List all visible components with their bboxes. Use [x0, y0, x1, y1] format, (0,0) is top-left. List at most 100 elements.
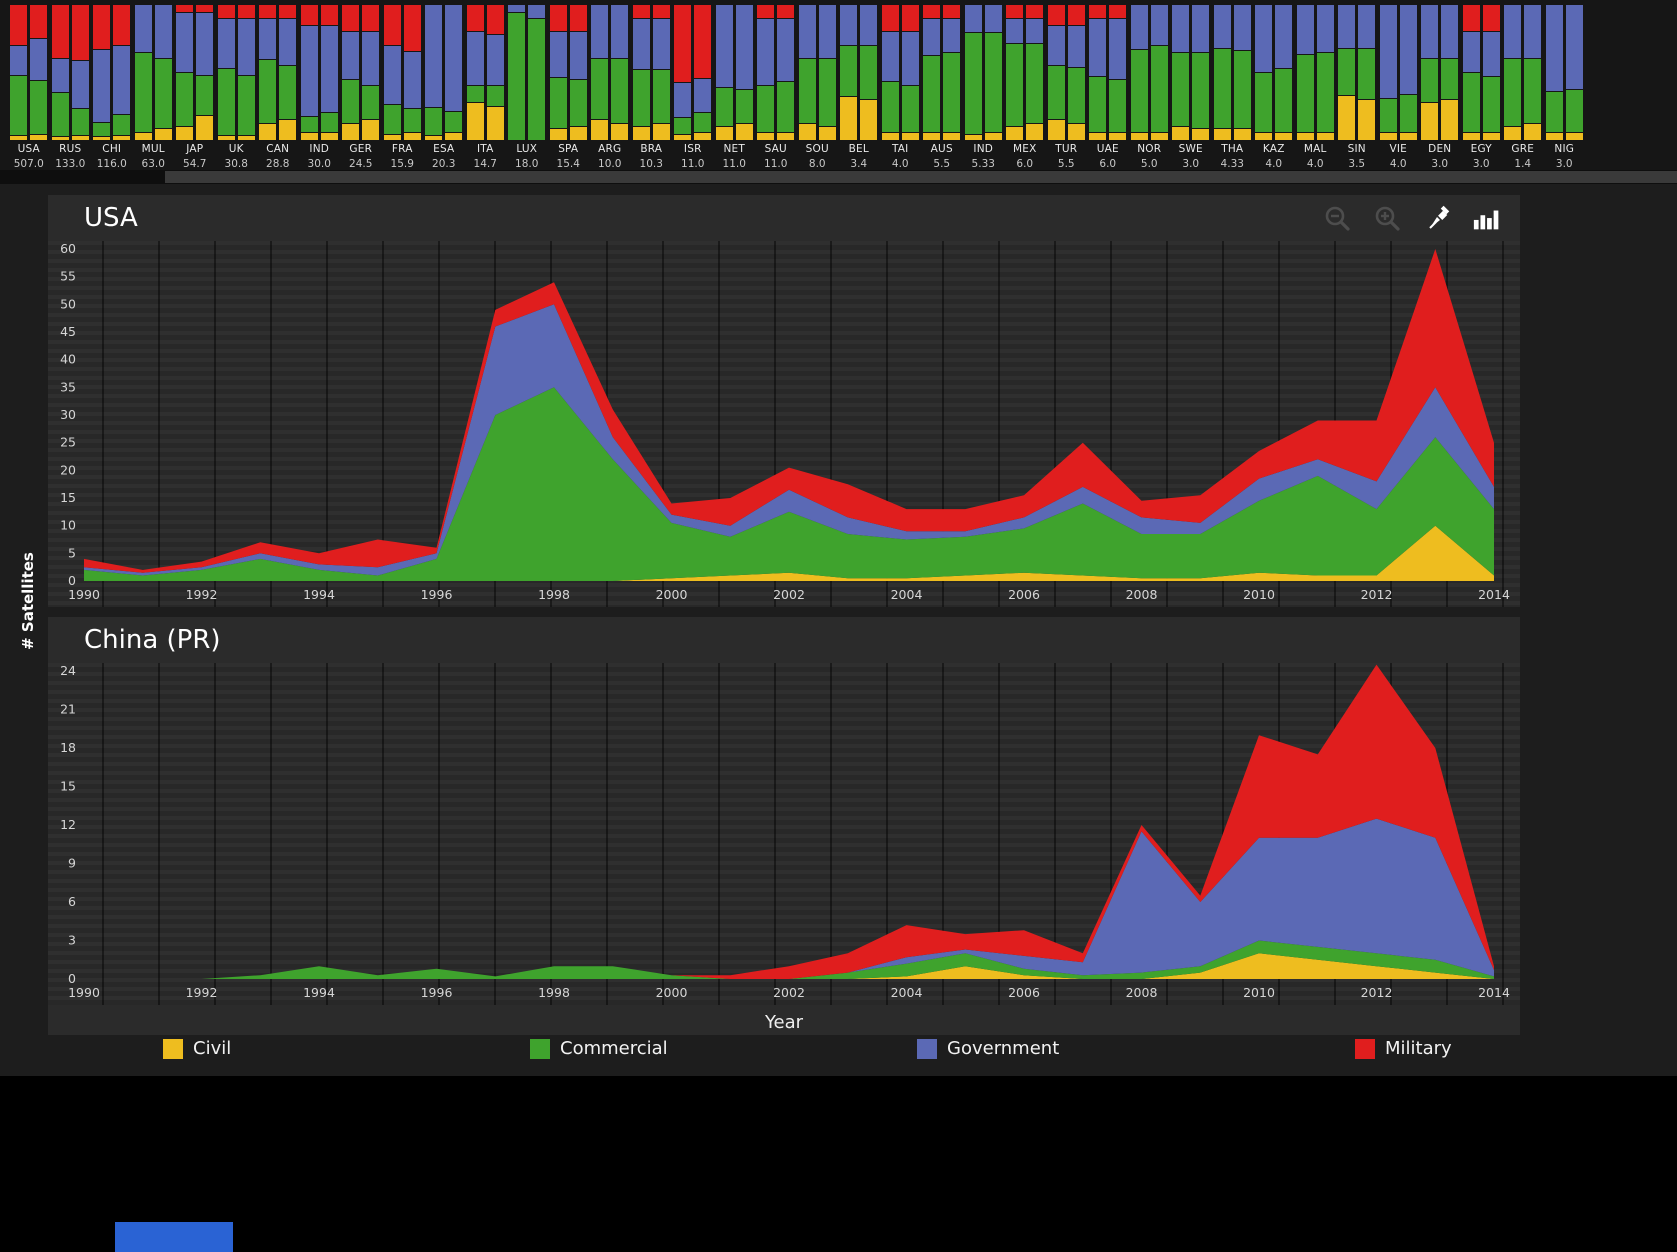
- country-stacked-bar[interactable]: [1316, 5, 1334, 141]
- country-column[interactable]: IND 5.33: [963, 0, 1005, 170]
- country-column[interactable]: ITA 14.7: [465, 0, 507, 170]
- country-stacked-bar[interactable]: [1255, 5, 1273, 141]
- country-column[interactable]: BEL 3.4: [838, 0, 880, 170]
- country-stacked-bar[interactable]: [1067, 5, 1085, 141]
- country-stacked-bar[interactable]: [1338, 5, 1356, 141]
- country-stacked-bar[interactable]: [217, 5, 235, 141]
- country-column[interactable]: IND 30.0: [299, 0, 341, 170]
- country-stacked-bar[interactable]: [362, 5, 380, 141]
- country-column[interactable]: AUS 5.5: [921, 0, 963, 170]
- country-column[interactable]: VIE 4.0: [1378, 0, 1420, 170]
- country-column[interactable]: MEX 6.0: [1004, 0, 1046, 170]
- zoom-out-icon[interactable]: [1322, 203, 1354, 235]
- country-column[interactable]: TUR 5.5: [1046, 0, 1088, 170]
- country-stacked-bar[interactable]: [445, 5, 463, 141]
- country-column[interactable]: GRE 1.4: [1502, 0, 1544, 170]
- country-stacked-bar[interactable]: [1358, 5, 1376, 141]
- country-stacked-bar[interactable]: [1399, 5, 1417, 141]
- country-stacked-bar[interactable]: [1172, 5, 1190, 141]
- country-stacked-bar[interactable]: [1296, 5, 1314, 141]
- country-stacked-bar[interactable]: [1047, 5, 1065, 141]
- country-stacked-bar[interactable]: [694, 5, 712, 141]
- country-stacked-bar[interactable]: [1213, 5, 1231, 141]
- country-column[interactable]: SAU 11.0: [755, 0, 797, 170]
- top-strip-scrollbar[interactable]: [0, 170, 1677, 184]
- country-stacked-bar[interactable]: [1545, 5, 1563, 141]
- legend-item-government[interactable]: Government: [917, 1038, 1059, 1059]
- country-stacked-bar[interactable]: [259, 5, 277, 141]
- country-stacked-bar[interactable]: [196, 5, 214, 141]
- country-stacked-bar[interactable]: [425, 5, 443, 141]
- country-column[interactable]: CAN 28.8: [257, 0, 299, 170]
- country-stacked-bar[interactable]: [840, 5, 858, 141]
- country-stacked-bar[interactable]: [923, 5, 941, 141]
- country-column[interactable]: EGY 3.0: [1461, 0, 1503, 170]
- country-stacked-bar[interactable]: [1275, 5, 1293, 141]
- country-stacked-bar[interactable]: [279, 5, 297, 141]
- country-stacked-bar[interactable]: [1462, 5, 1480, 141]
- legend-item-commercial[interactable]: Commercial: [530, 1038, 668, 1059]
- country-stacked-bar[interactable]: [154, 5, 172, 141]
- country-column[interactable]: TAI 4.0: [880, 0, 922, 170]
- country-column[interactable]: SPA 15.4: [548, 0, 590, 170]
- country-stacked-bar[interactable]: [1150, 5, 1168, 141]
- country-stacked-bar[interactable]: [1441, 5, 1459, 141]
- country-stacked-bar[interactable]: [715, 5, 733, 141]
- country-stacked-bar[interactable]: [1504, 5, 1522, 141]
- country-stacked-bar[interactable]: [943, 5, 961, 141]
- country-stacked-bar[interactable]: [1130, 5, 1148, 141]
- country-stacked-bar[interactable]: [674, 5, 692, 141]
- bar-chart-icon[interactable]: [1472, 203, 1504, 235]
- country-column[interactable]: SIN 3.5: [1336, 0, 1378, 170]
- country-stacked-bar[interactable]: [403, 5, 421, 141]
- country-column[interactable]: UAE 6.0: [1087, 0, 1129, 170]
- china-plot[interactable]: 0 3 6 9 12 15 18 21 24 1990 1992 1994 1996 1998 2000 20…: [48, 663, 1520, 1005]
- country-stacked-bar[interactable]: [466, 5, 484, 141]
- country-column[interactable]: NET 11.0: [714, 0, 756, 170]
- country-column[interactable]: LUX 18.0: [506, 0, 548, 170]
- country-stacked-bar[interactable]: [71, 5, 89, 141]
- country-stacked-bar[interactable]: [901, 5, 919, 141]
- scrollbar-thumb[interactable]: [165, 171, 1677, 183]
- country-column[interactable]: ARG 10.0: [589, 0, 631, 170]
- country-stacked-bar[interactable]: [1482, 5, 1500, 141]
- country-stacked-bar[interactable]: [549, 5, 567, 141]
- country-column[interactable]: MUL 63.0: [133, 0, 175, 170]
- usa-plot[interactable]: 0 5 10 15 20 25 30 35 40 45 50 55 60 1990 1992 1994 1996…: [48, 241, 1520, 607]
- country-column[interactable]: THA 4.33: [1212, 0, 1254, 170]
- country-stacked-bar[interactable]: [735, 5, 753, 141]
- country-stacked-bar[interactable]: [632, 5, 650, 141]
- country-stacked-bar[interactable]: [777, 5, 795, 141]
- country-column[interactable]: USA 507.0: [8, 0, 50, 170]
- country-stacked-bar[interactable]: [1379, 5, 1397, 141]
- country-column[interactable]: FRA 15.9: [382, 0, 424, 170]
- zoom-in-icon[interactable]: [1372, 203, 1404, 235]
- country-stacked-bar[interactable]: [652, 5, 670, 141]
- country-stacked-bar[interactable]: [860, 5, 878, 141]
- country-stacked-bar[interactable]: [984, 5, 1002, 141]
- country-stacked-bar[interactable]: [591, 5, 609, 141]
- country-column[interactable]: SOU 8.0: [797, 0, 839, 170]
- legend-item-military[interactable]: Military: [1355, 1038, 1452, 1059]
- country-stacked-bar[interactable]: [1026, 5, 1044, 141]
- country-stacked-bar[interactable]: [1565, 5, 1583, 141]
- country-stacked-bar[interactable]: [1109, 5, 1127, 141]
- country-stacked-bar[interactable]: [342, 5, 360, 141]
- country-stacked-bar[interactable]: [528, 5, 546, 141]
- country-stacked-bar[interactable]: [10, 5, 28, 141]
- country-column[interactable]: NOR 5.0: [1129, 0, 1171, 170]
- country-column[interactable]: SWE 3.0: [1170, 0, 1212, 170]
- country-stacked-bar[interactable]: [51, 5, 69, 141]
- country-stacked-bar[interactable]: [818, 5, 836, 141]
- country-stacked-bar[interactable]: [1524, 5, 1542, 141]
- country-stacked-bar[interactable]: [93, 5, 111, 141]
- country-column[interactable]: NIG 3.0: [1544, 0, 1586, 170]
- country-column[interactable]: MAL 4.0: [1295, 0, 1337, 170]
- country-stacked-bar[interactable]: [508, 5, 526, 141]
- country-column[interactable]: CHI 116.0: [91, 0, 133, 170]
- country-stacked-bar[interactable]: [964, 5, 982, 141]
- country-stacked-bar[interactable]: [300, 5, 318, 141]
- pin-icon[interactable]: [1422, 203, 1454, 235]
- country-stacked-bar[interactable]: [1089, 5, 1107, 141]
- legend-item-civil[interactable]: Civil: [163, 1038, 231, 1059]
